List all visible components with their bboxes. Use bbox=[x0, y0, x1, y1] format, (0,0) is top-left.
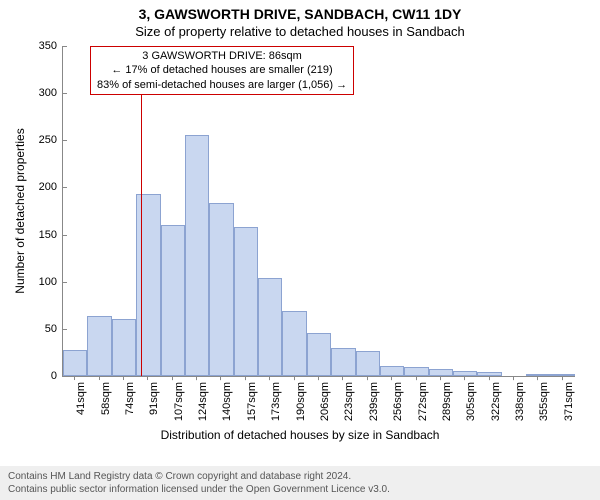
histogram-bar bbox=[185, 135, 209, 376]
histogram-bar bbox=[331, 348, 355, 376]
footer: Contains HM Land Registry data © Crown c… bbox=[0, 466, 600, 500]
x-tick: 239sqm bbox=[368, 382, 380, 421]
chart-container: 3, GAWSWORTH DRIVE, SANDBACH, CW11 1DY S… bbox=[0, 0, 600, 500]
x-tick: 206sqm bbox=[319, 382, 331, 421]
annotation-line: ← 17% of detached houses are smaller (21… bbox=[97, 63, 347, 77]
x-tick: 223sqm bbox=[343, 382, 355, 421]
x-tick: 107sqm bbox=[173, 382, 185, 421]
histogram-bar bbox=[526, 374, 550, 376]
annotation-line: 83% of semi-detached houses are larger (… bbox=[97, 78, 347, 92]
histogram-bar bbox=[429, 369, 453, 376]
x-tick: 140sqm bbox=[221, 382, 233, 421]
histogram-bar bbox=[63, 350, 87, 376]
histogram-bar bbox=[87, 316, 111, 376]
x-tick: 173sqm bbox=[270, 382, 282, 421]
y-tick: 200 bbox=[39, 181, 63, 193]
y-tick: 100 bbox=[39, 276, 63, 288]
x-tick: 256sqm bbox=[392, 382, 404, 421]
histogram-bar bbox=[112, 319, 136, 376]
x-tick: 289sqm bbox=[441, 382, 453, 421]
x-tick: 355sqm bbox=[538, 382, 550, 421]
histogram-bar bbox=[161, 225, 185, 376]
x-axis-label: Distribution of detached houses by size … bbox=[0, 428, 600, 442]
histogram-bar bbox=[356, 351, 380, 376]
page-title: 3, GAWSWORTH DRIVE, SANDBACH, CW11 1DY bbox=[0, 6, 600, 22]
x-tick: 338sqm bbox=[514, 382, 526, 421]
y-tick: 0 bbox=[51, 370, 63, 382]
x-tick: 190sqm bbox=[295, 382, 307, 421]
footer-line: Contains HM Land Registry data © Crown c… bbox=[8, 470, 592, 483]
x-tick: 74sqm bbox=[124, 382, 136, 415]
histogram-bar bbox=[307, 333, 331, 376]
histogram-bar bbox=[136, 194, 160, 376]
x-tick: 157sqm bbox=[246, 382, 258, 421]
annotation-line: 3 GAWSWORTH DRIVE: 86sqm bbox=[97, 49, 347, 63]
x-tick: 58sqm bbox=[100, 382, 112, 415]
annotation-box: 3 GAWSWORTH DRIVE: 86sqm ← 17% of detach… bbox=[90, 46, 354, 95]
histogram-bar bbox=[453, 371, 477, 376]
x-tick: 371sqm bbox=[563, 382, 575, 421]
histogram-bar bbox=[282, 311, 306, 376]
property-marker-line bbox=[141, 46, 142, 376]
histogram-bar bbox=[234, 227, 258, 376]
histogram-bar bbox=[380, 366, 404, 376]
y-tick: 300 bbox=[39, 87, 63, 99]
footer-line: Contains public sector information licen… bbox=[8, 483, 592, 496]
x-tick: 124sqm bbox=[197, 382, 209, 421]
y-axis-label: Number of detached properties bbox=[13, 128, 27, 293]
x-tick: 272sqm bbox=[417, 382, 429, 421]
histogram-bar bbox=[209, 203, 233, 376]
x-tick: 91sqm bbox=[148, 382, 160, 415]
x-tick: 41sqm bbox=[75, 382, 87, 415]
y-tick: 150 bbox=[39, 229, 63, 241]
histogram-bar bbox=[258, 278, 282, 376]
page-subtitle: Size of property relative to detached ho… bbox=[0, 24, 600, 39]
x-tick: 322sqm bbox=[490, 382, 502, 421]
x-tick: 305sqm bbox=[465, 382, 477, 421]
y-tick: 50 bbox=[45, 323, 63, 335]
y-tick: 250 bbox=[39, 134, 63, 146]
histogram-bar bbox=[404, 367, 428, 376]
y-tick: 350 bbox=[39, 40, 63, 52]
histogram-plot: 05010015020025030035041sqm58sqm74sqm91sq… bbox=[62, 46, 575, 377]
